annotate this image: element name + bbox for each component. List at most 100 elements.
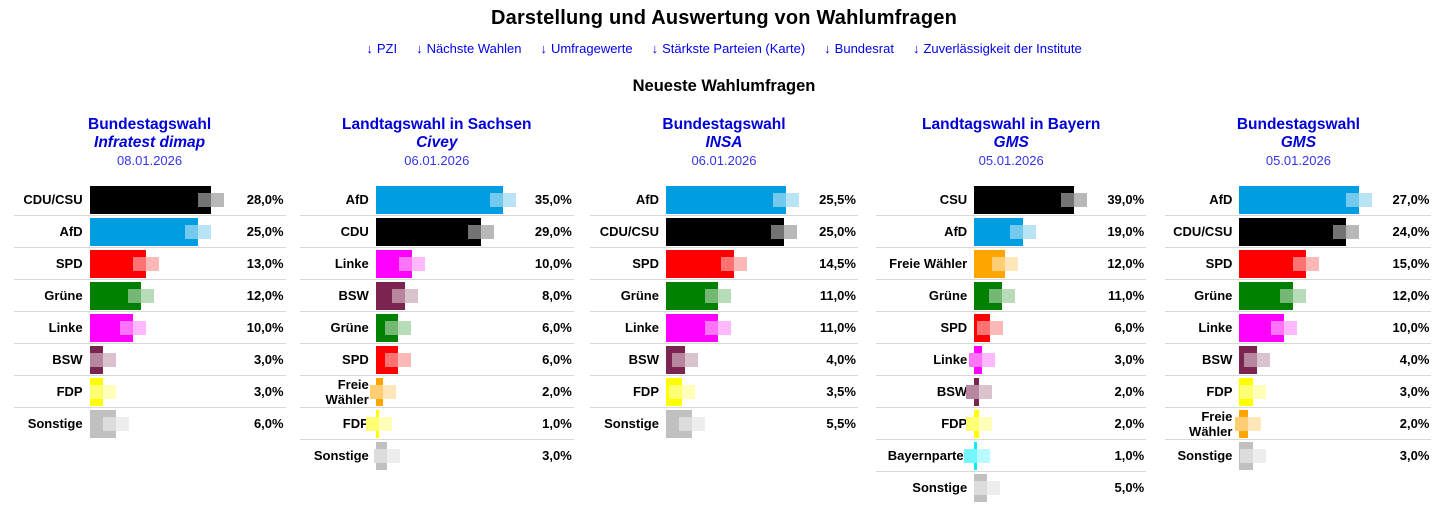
poll-election-link[interactable]: Landtagswahl in Bayern xyxy=(922,116,1101,133)
poll-election-link[interactable]: Landtagswahl in Sachsen xyxy=(342,116,532,133)
nav-link-bundesrat[interactable]: ↓ Bundesrat xyxy=(824,41,894,56)
poll-column-infratest-dimap-1: Bundestagswahl Infratest dimap 08.01.202… xyxy=(6,116,293,503)
bar-range-inner-marker xyxy=(968,352,982,367)
bar-range-inner-marker xyxy=(132,256,146,271)
poll-date: 05.01.2026 xyxy=(1265,153,1331,168)
party-value: 10,0% xyxy=(1392,320,1430,335)
poll-row-fdp: FDP 3,0% xyxy=(13,375,286,407)
party-bar xyxy=(665,185,787,214)
bar-cell xyxy=(974,280,1090,311)
bar-cell xyxy=(665,216,802,247)
poll-institute-link[interactable]: GMS xyxy=(993,134,1029,151)
party-value: 4,0% xyxy=(1399,352,1430,367)
party-value: 39,0% xyxy=(1107,192,1145,207)
bar-range-inner-marker xyxy=(373,448,387,463)
bar-cell xyxy=(665,408,802,439)
bar-range-inner-marker xyxy=(468,224,482,239)
party-label: Linke xyxy=(48,320,83,335)
bar-cell xyxy=(366,408,518,439)
down-arrow-icon: ↓ xyxy=(416,41,423,56)
poll-election-link[interactable]: Bundestagswahl xyxy=(662,116,786,133)
poll-row-sonstige: Sonstige 6,0% xyxy=(13,407,286,439)
down-arrow-icon: ↓ xyxy=(651,41,659,56)
poll-row-bayernpartei: Bayernpartei 1,0% xyxy=(876,439,1147,471)
party-label: Linke xyxy=(1198,320,1233,335)
bar-range-inner-marker xyxy=(963,448,977,463)
bar-range-inner-marker xyxy=(197,192,211,207)
party-label: Linke xyxy=(625,320,659,335)
nav-link-zuverlaessigkeit-der-institute[interactable]: ↓ Zuverlässigkeit der Institute xyxy=(913,41,1082,56)
party-label: AfD xyxy=(635,192,659,207)
party-label: Sonstige xyxy=(313,448,369,463)
bar-range-outer-marker xyxy=(145,256,159,271)
party-value: 8,0% xyxy=(542,288,572,303)
party-label: Grüne xyxy=(620,288,659,303)
party-value: 25,0% xyxy=(246,224,284,239)
bar-range-outer-marker xyxy=(502,192,516,207)
party-value: 12,0% xyxy=(1107,256,1145,271)
party-label: FDP xyxy=(56,384,83,399)
bar-range-outer-marker xyxy=(397,352,411,367)
party-label: BSW xyxy=(936,384,968,399)
bar-range-inner-marker xyxy=(384,352,398,367)
poll-table: AfD 25,5% CDU/CSU 25,0% SPD 14,5% Grüne xyxy=(589,184,858,439)
poll-row-sonstige: Sonstige 5,5% xyxy=(589,407,858,439)
poll-election-link[interactable]: Bundestagswahl xyxy=(1236,116,1360,133)
bar-range-outer-marker xyxy=(1004,256,1018,271)
nav-link-staerkste-parteien-karte[interactable]: ↓ Stärkste Parteien (Karte) xyxy=(652,41,806,56)
nav-link-label: Stärkste Parteien (Karte) xyxy=(662,41,806,56)
poll-row-linke: Linke 3,0% xyxy=(876,343,1147,375)
nav-link-pzi[interactable]: ↓ PZI xyxy=(366,41,397,56)
poll-row-fdp: FDP 3,5% xyxy=(589,375,858,407)
party-bar xyxy=(375,217,482,246)
poll-row-gruene: Grüne 11,0% xyxy=(589,279,858,311)
nav-link-umfragewerte[interactable]: ↓ Umfragewerte xyxy=(540,41,632,56)
bar-cell xyxy=(665,344,802,375)
party-value: 3,0% xyxy=(253,352,284,367)
bar-range-inner-marker xyxy=(1292,256,1306,271)
nav-link-label: PZI xyxy=(376,41,398,56)
party-label: SPD xyxy=(940,320,968,335)
bar-cell xyxy=(89,376,230,407)
party-value: 2,0% xyxy=(1114,384,1145,399)
bar-cell xyxy=(375,344,518,375)
party-value: 1,0% xyxy=(542,416,572,431)
bar-range-outer-marker xyxy=(786,192,800,207)
bar-range-inner-marker xyxy=(1235,416,1249,431)
poll-institute-link[interactable]: Infratest dimap xyxy=(94,134,206,151)
poll-row-freie-waehler: Freie Wähler 12,0% xyxy=(876,247,1147,279)
party-value: 3,0% xyxy=(542,448,572,463)
poll-table: CDU/CSU 28,0% AfD 25,0% SPD 13,0% Grüne xyxy=(13,184,286,439)
poll-institute-link[interactable]: Civey xyxy=(416,134,458,151)
bar-range-outer-marker xyxy=(1305,256,1319,271)
poll-column-gms-4: Landtagswahl in Bayern GMS 05.01.2026 CS… xyxy=(868,116,1155,503)
bar-range-inner-marker xyxy=(1270,320,1284,335)
bar-range-outer-marker xyxy=(132,320,146,335)
bar-range-outer-marker xyxy=(717,320,731,335)
poll-election-link[interactable]: Bundestagswahl xyxy=(88,116,212,133)
bar-range-outer-marker xyxy=(981,352,995,367)
bar-range-outer-marker xyxy=(197,224,211,239)
bar-range-inner-marker xyxy=(966,384,980,399)
party-label: FDP xyxy=(342,416,369,431)
poll-institute-link[interactable]: GMS xyxy=(1280,134,1317,151)
party-value: 6,0% xyxy=(1114,320,1145,335)
poll-table: AfD 27,0% CDU/CSU 24,0% SPD 15,0% Grüne xyxy=(1165,184,1432,471)
party-value: 28,0% xyxy=(246,192,284,207)
bar-range-inner-marker xyxy=(704,288,718,303)
bar-cell xyxy=(974,472,1090,503)
bar-cell xyxy=(1235,408,1375,439)
poll-row-spd: SPD 14,5% xyxy=(589,247,858,279)
poll-institute-link[interactable]: INSA xyxy=(705,134,743,151)
nav-link-naechste-wahlen[interactable]: ↓ Nächste Wahlen xyxy=(416,41,521,56)
bar-range-outer-marker xyxy=(976,448,990,463)
bar-cell xyxy=(89,312,230,343)
anchor-nav: ↓ PZI ↓ Nächste Wahlen ↓ Umfragewerte ↓ Stärkst… xyxy=(0,41,1448,56)
nav-link-label: Umfragewerte xyxy=(550,41,633,56)
bar-range-outer-marker xyxy=(386,448,400,463)
poll-row-bsw: BSW 2,0% xyxy=(876,375,1147,407)
bar-range-outer-marker xyxy=(210,192,224,207)
poll-header: Landtagswahl in Sachsen Civey 06.01.2026 xyxy=(293,116,580,171)
poll-header: Landtagswahl in Bayern GMS 05.01.2026 xyxy=(868,116,1155,171)
section-title: Neueste Wahlumfragen xyxy=(632,77,816,95)
